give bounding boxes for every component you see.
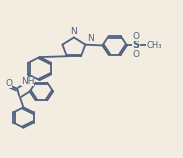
Text: NH: NH [21, 77, 34, 86]
Text: O: O [133, 50, 140, 59]
Text: N: N [87, 34, 94, 43]
Text: O: O [133, 32, 140, 41]
Text: N: N [70, 27, 77, 36]
Text: O: O [5, 79, 12, 88]
Text: S: S [133, 40, 140, 50]
Text: CH₃: CH₃ [146, 41, 162, 50]
